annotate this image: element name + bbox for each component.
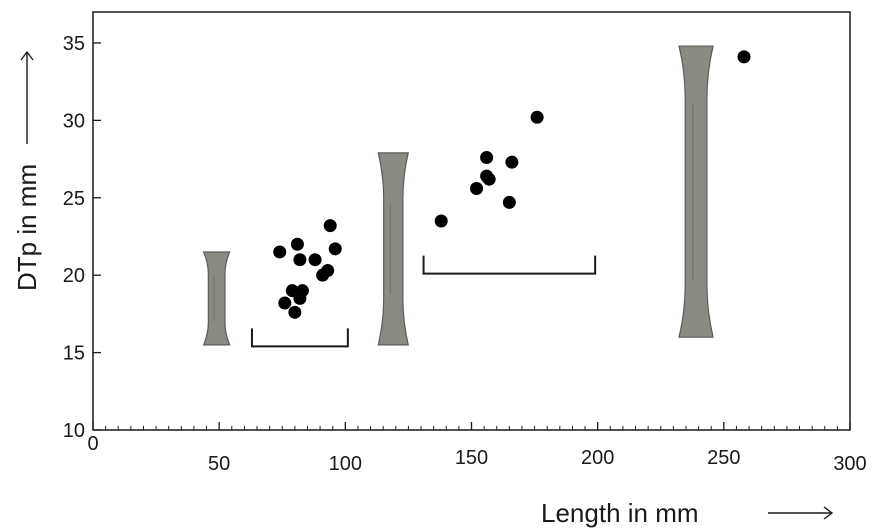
data-point [321, 264, 335, 278]
x-tick-label: 200 [581, 447, 614, 469]
x-tick-label: 300 [833, 453, 866, 475]
x-axis-arrow-head [823, 506, 834, 520]
data-points [273, 50, 751, 319]
bone-image [202, 251, 231, 346]
y-axis-title: DTp in mm [12, 164, 42, 291]
data-point [482, 172, 496, 186]
y-axis-ticks: 10 15 20 25 30 35 [63, 33, 101, 442]
x-tick-label: 0 [87, 433, 98, 455]
x-tick-label: 150 [455, 447, 488, 469]
data-point [502, 195, 516, 209]
x-axis-title: Length in mm [541, 498, 699, 528]
data-point [273, 245, 287, 259]
range-bracket [250, 328, 349, 348]
data-point [530, 110, 544, 124]
x-tick-label: 50 [208, 453, 230, 475]
y-tick-label: 35 [63, 33, 85, 55]
y-tick-label: 25 [63, 188, 85, 210]
x-axis-title-group: Length in mm [541, 498, 834, 528]
data-point [290, 237, 304, 251]
data-point [308, 253, 322, 267]
y-tick-label: 30 [63, 110, 85, 132]
x-tick-label: 100 [329, 453, 362, 475]
data-point [480, 151, 494, 165]
y-axis-title-group: DTp in mm [12, 50, 42, 291]
x-axis-ticks: 0 50 100 150 200 250 300 [87, 422, 867, 475]
data-point [323, 219, 337, 233]
y-tick-label: 15 [63, 343, 85, 365]
plot-frame [92, 11, 851, 431]
y-axis-arrow-head [20, 50, 34, 61]
data-point [434, 214, 448, 228]
bone-image [377, 152, 410, 346]
bone-images [202, 45, 714, 346]
range-brackets [250, 255, 597, 348]
data-point [288, 305, 302, 319]
data-point [505, 155, 519, 169]
range-bracket [422, 255, 597, 275]
data-point [293, 253, 307, 267]
x-minor-ticks [105, 426, 838, 430]
data-point [470, 181, 484, 195]
y-tick-label: 20 [63, 265, 85, 287]
bone-image [678, 45, 714, 338]
x-tick-label: 250 [707, 447, 740, 469]
data-point [737, 50, 751, 64]
data-point [293, 291, 307, 305]
y-tick-label: 10 [63, 420, 85, 442]
data-point [278, 296, 292, 310]
data-point [328, 242, 342, 256]
